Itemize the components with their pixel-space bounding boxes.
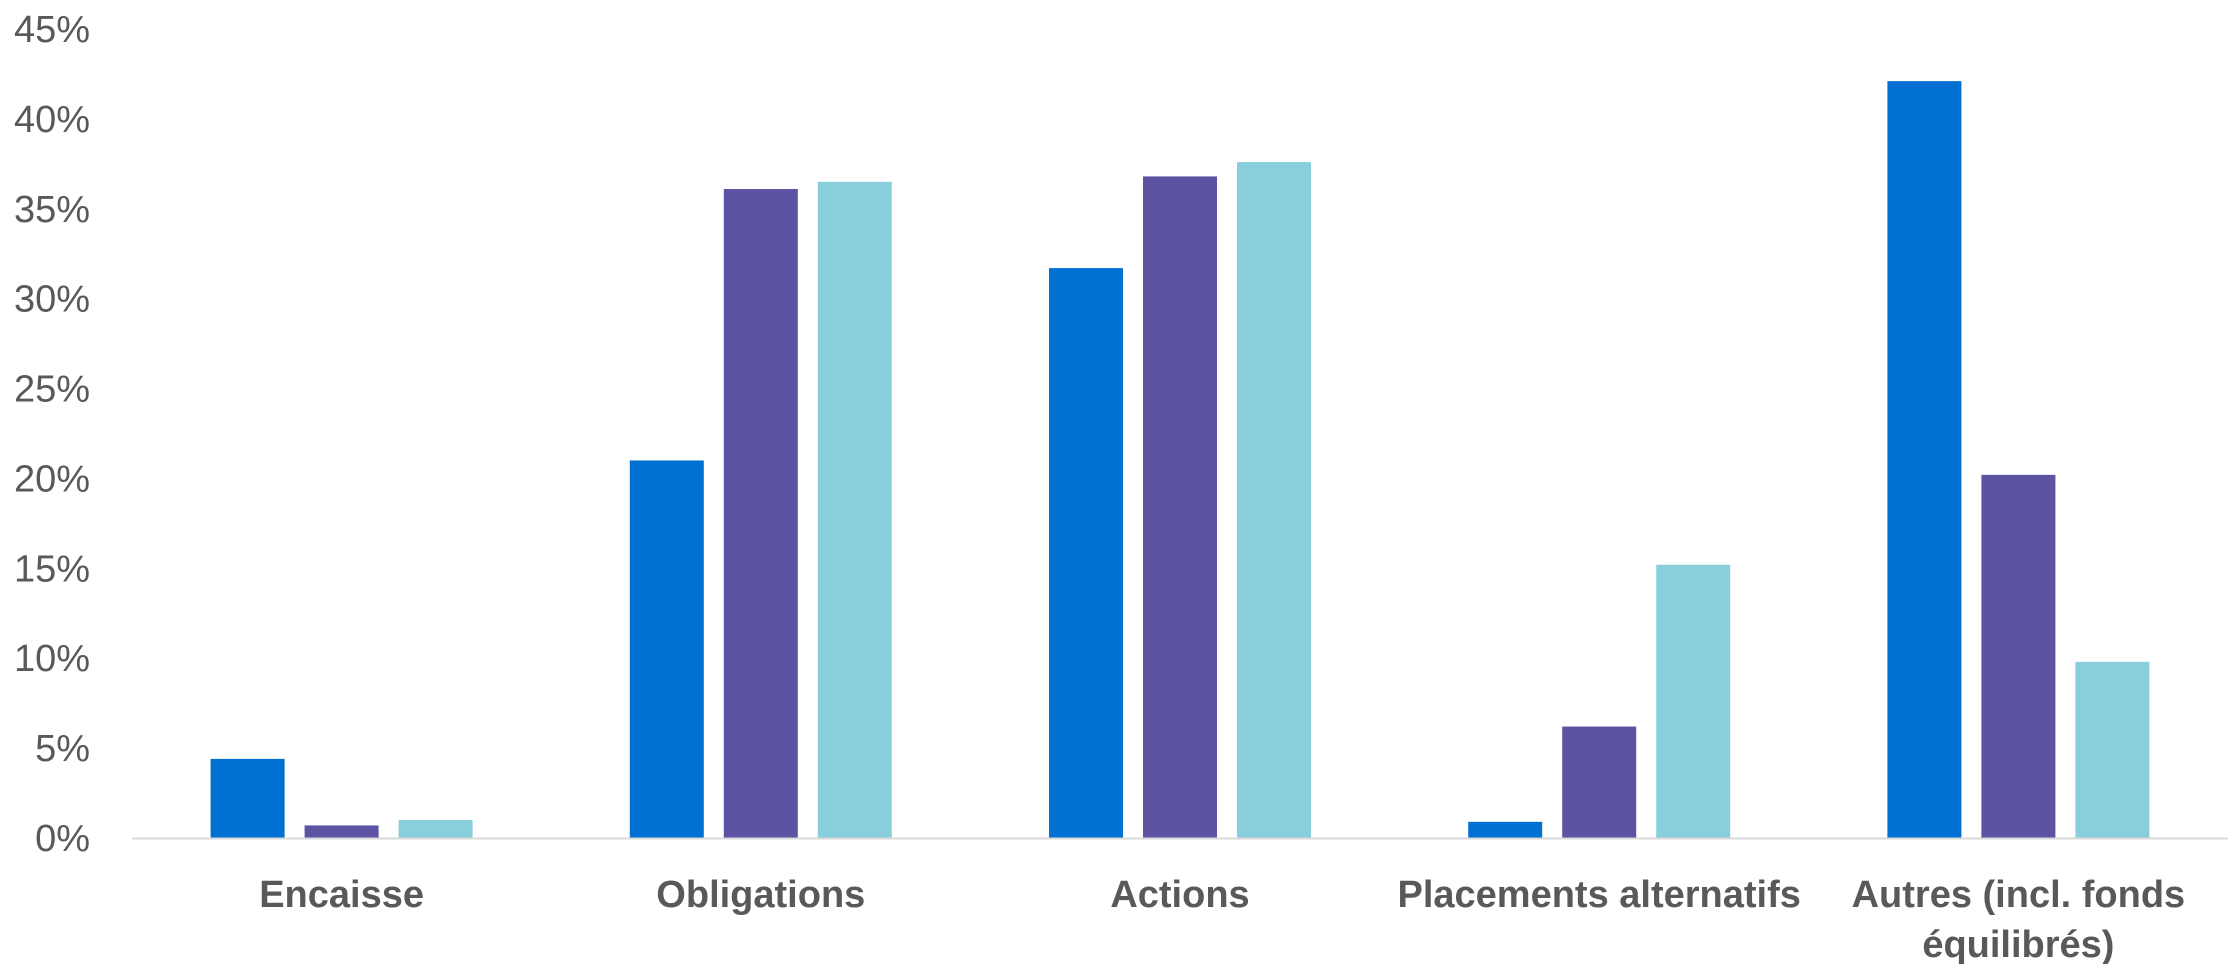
y-tick-label: 40% bbox=[14, 99, 90, 141]
bar bbox=[1237, 162, 1311, 839]
bar bbox=[1049, 268, 1123, 838]
bar bbox=[210, 758, 285, 838]
x-category-label: Encaisse bbox=[259, 874, 424, 916]
bar bbox=[1468, 821, 1543, 838]
bar bbox=[723, 189, 798, 839]
x-category-label: Obligations bbox=[656, 874, 865, 916]
y-tick-label: 30% bbox=[14, 279, 90, 321]
x-category-label: Placements alternatifs bbox=[1397, 874, 1800, 916]
y-tick-label: 35% bbox=[14, 189, 90, 231]
y-tick-label: 45% bbox=[14, 9, 90, 51]
x-category-label: équilibrés) bbox=[1922, 924, 2114, 964]
x-category-label: Actions bbox=[1110, 874, 1249, 916]
y-tick-label: 15% bbox=[14, 548, 90, 590]
bar bbox=[1656, 564, 1731, 838]
bar bbox=[817, 181, 892, 839]
bar bbox=[629, 460, 704, 838]
y-tick-label: 5% bbox=[35, 728, 90, 770]
bar bbox=[1143, 176, 1217, 838]
bar bbox=[1562, 726, 1637, 838]
y-tick-label: 10% bbox=[14, 638, 90, 680]
y-tick-label: 20% bbox=[14, 458, 90, 500]
bar bbox=[1981, 474, 2056, 838]
bar bbox=[2075, 661, 2150, 838]
x-category-label: Autres (incl. fonds bbox=[1852, 874, 2186, 916]
bar bbox=[1887, 81, 1962, 838]
bar bbox=[304, 825, 379, 838]
bar bbox=[398, 820, 473, 838]
y-tick-label: 25% bbox=[14, 369, 90, 411]
y-tick-label: 0% bbox=[35, 818, 90, 860]
